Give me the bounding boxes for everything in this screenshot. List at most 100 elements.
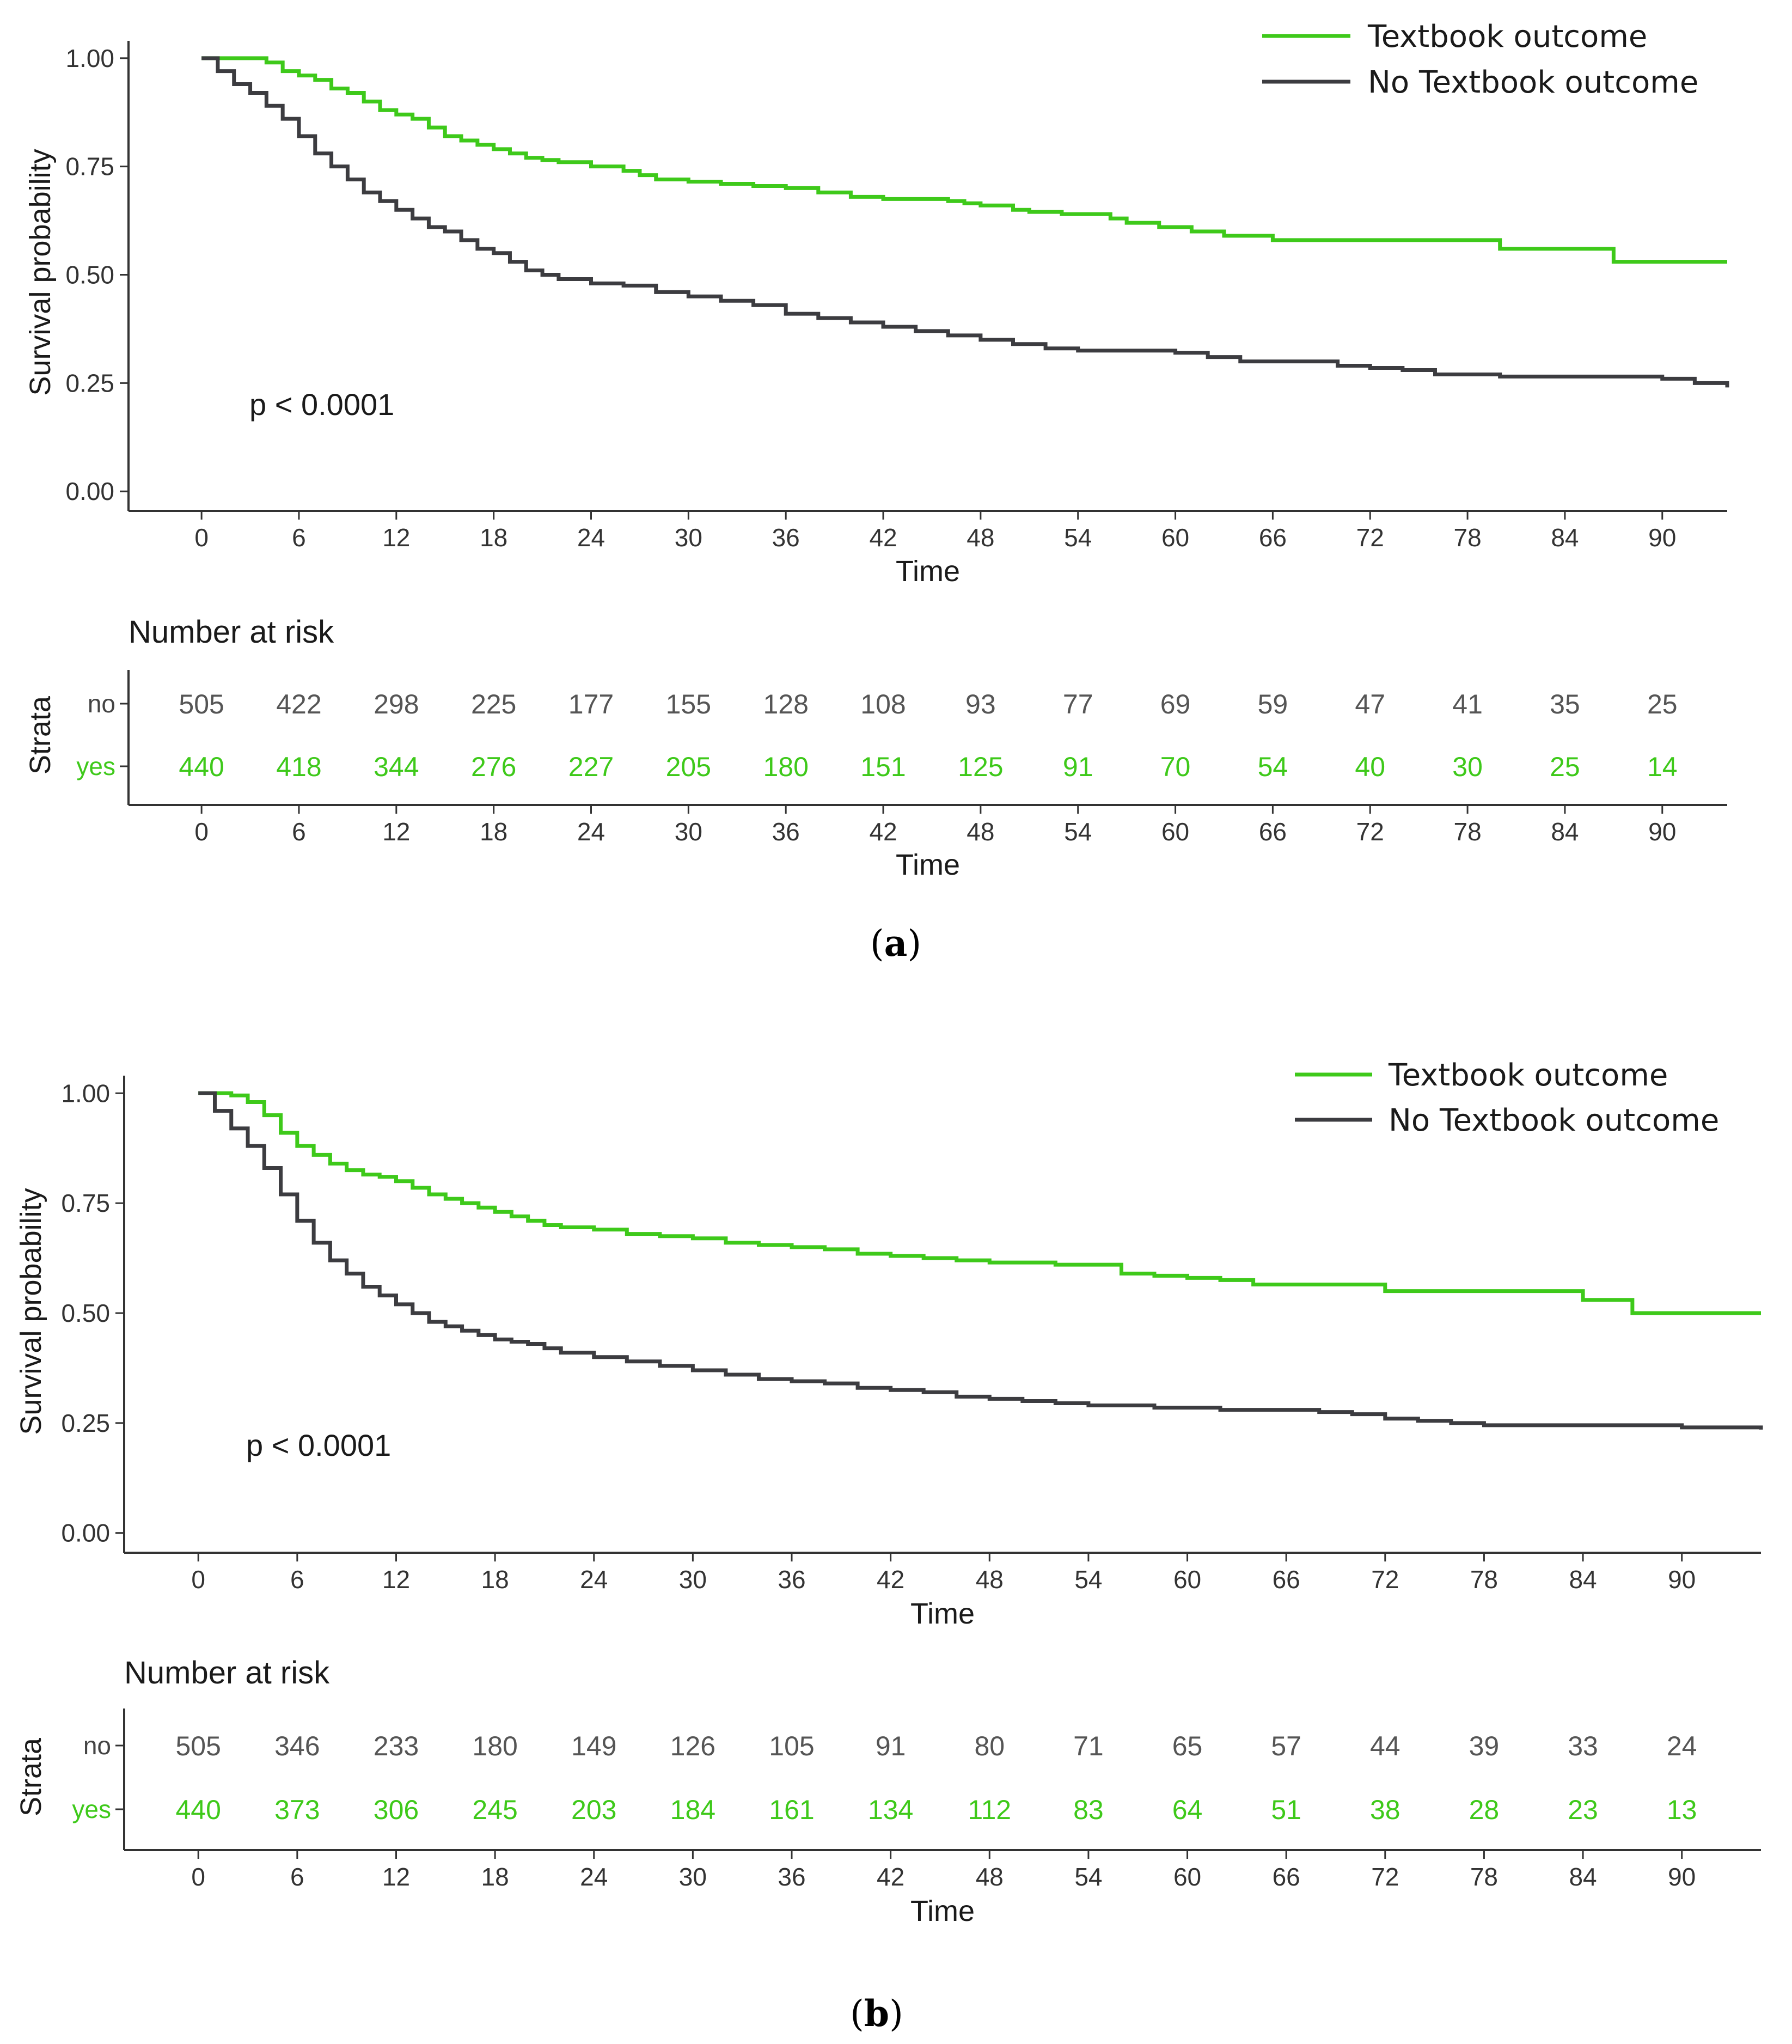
risk-count-yes: 28 bbox=[1469, 1795, 1500, 1825]
legend-label-no-textbook: No Textbook outcome bbox=[1389, 1103, 1719, 1138]
risk-x-tick-label: 60 bbox=[1161, 817, 1189, 846]
risk-count-yes: 276 bbox=[471, 752, 516, 782]
risk-count-no: 505 bbox=[179, 689, 224, 719]
risk-count-yes: 125 bbox=[958, 752, 1003, 782]
risk-count-no: 149 bbox=[571, 1731, 616, 1761]
survival-curves bbox=[201, 56, 1729, 388]
risk-x-tick-label: 12 bbox=[382, 817, 410, 846]
risk-x-tick-label: 18 bbox=[481, 1863, 509, 1891]
x-tick-label: 54 bbox=[1064, 523, 1092, 552]
y-axis-title: Survival probability bbox=[15, 1188, 47, 1435]
risk-x-tick-label: 72 bbox=[1371, 1863, 1399, 1891]
risk-count-no: 25 bbox=[1647, 689, 1678, 719]
risk-count-no: 77 bbox=[1063, 689, 1093, 719]
risk-count-no: 105 bbox=[769, 1731, 814, 1761]
risk-count-no: 225 bbox=[471, 689, 516, 719]
risk-x-tick-label: 42 bbox=[869, 817, 897, 846]
risk-count-no: 505 bbox=[176, 1731, 221, 1761]
risk-count-no: 180 bbox=[472, 1731, 517, 1761]
x-tick-label: 48 bbox=[967, 523, 994, 552]
risk-count-yes: 40 bbox=[1355, 752, 1385, 782]
risk-x-tick-label: 0 bbox=[194, 817, 209, 846]
risk-x-tick-label: 54 bbox=[1064, 817, 1092, 846]
risk-count-no: 108 bbox=[860, 689, 906, 719]
risk-count-yes: 306 bbox=[374, 1795, 419, 1825]
risk-x-tick-label: 30 bbox=[675, 817, 702, 846]
risk-count-yes: 54 bbox=[1258, 752, 1288, 782]
risk-count-no: 71 bbox=[1073, 1731, 1104, 1761]
risk-table-title: Number at risk bbox=[124, 1655, 330, 1691]
risk-numbers: 505 440 422 418 298 344 225 276 177 227 155 205 128 1… bbox=[179, 689, 1677, 782]
risk-count-yes: 38 bbox=[1370, 1795, 1400, 1825]
x-tick-label: 66 bbox=[1273, 1565, 1300, 1594]
risk-numbers: 505 440 346 373 233 306 180 245 149 203 126 184 105 1… bbox=[176, 1731, 1697, 1825]
risk-count-yes: 112 bbox=[968, 1795, 1011, 1825]
risk-x-tick-label: 72 bbox=[1356, 817, 1384, 846]
x-tick-label: 6 bbox=[290, 1565, 304, 1594]
risk-count-no: 422 bbox=[276, 689, 321, 719]
risk-count-yes: 184 bbox=[670, 1795, 715, 1825]
risk-count-yes: 203 bbox=[571, 1795, 616, 1825]
y-axis-ticks: 0.00 0.25 0.50 0.75 1.00 bbox=[61, 1079, 124, 1547]
risk-count-yes: 134 bbox=[868, 1795, 913, 1825]
x-tick-label: 24 bbox=[577, 523, 605, 552]
x-tick-label: 78 bbox=[1454, 523, 1482, 552]
risk-count-yes: 83 bbox=[1073, 1795, 1104, 1825]
risk-count-yes: 418 bbox=[276, 752, 321, 782]
risk-count-yes: 161 bbox=[769, 1795, 814, 1825]
x-axis-title: Time bbox=[910, 1597, 975, 1630]
x-tick-label: 24 bbox=[580, 1565, 608, 1594]
y-tick-label: 0.00 bbox=[65, 477, 114, 505]
x-tick-label: 12 bbox=[382, 1565, 410, 1594]
risk-count-yes: 23 bbox=[1568, 1795, 1598, 1825]
risk-count-yes: 51 bbox=[1271, 1795, 1301, 1825]
x-tick-label: 42 bbox=[877, 1565, 904, 1594]
risk-count-no: 177 bbox=[568, 689, 614, 719]
risk-table-ylabel: Strata bbox=[15, 1737, 47, 1816]
x-tick-label: 36 bbox=[772, 523, 800, 552]
legend: Textbook outcome No Textbook outcome bbox=[1295, 1058, 1719, 1138]
risk-x-tick-label: 24 bbox=[577, 817, 605, 846]
risk-count-yes: 245 bbox=[472, 1795, 517, 1825]
risk-count-no: 59 bbox=[1258, 689, 1288, 719]
x-axis-title: Time bbox=[896, 555, 960, 588]
y-tick-label: 0.75 bbox=[65, 152, 114, 181]
risk-x-tick-label: 90 bbox=[1648, 817, 1676, 846]
x-tick-label: 78 bbox=[1470, 1565, 1498, 1594]
y-tick-label: 0.50 bbox=[61, 1299, 110, 1327]
x-tick-label: 66 bbox=[1259, 523, 1287, 552]
y-tick-label: 0.25 bbox=[61, 1409, 110, 1437]
risk-x-axis-ticks: 0 6 12 18 24 30 36 42 48 54 60 66 72 78 84 90 bbox=[191, 1850, 1696, 1891]
survival-curve-no-textbook bbox=[198, 1091, 1763, 1430]
risk-count-yes: 344 bbox=[374, 752, 419, 782]
risk-x-tick-label: 66 bbox=[1273, 1863, 1300, 1891]
risk-x-tick-label: 48 bbox=[976, 1863, 1004, 1891]
survival-curves bbox=[198, 1091, 1763, 1430]
x-tick-label: 60 bbox=[1161, 523, 1189, 552]
survival-curve-textbook bbox=[198, 1091, 1761, 1315]
risk-count-no: 57 bbox=[1271, 1731, 1301, 1761]
strata-label-no: no bbox=[88, 690, 115, 718]
risk-x-tick-label: 60 bbox=[1173, 1863, 1201, 1891]
risk-count-yes: 14 bbox=[1647, 752, 1678, 782]
risk-table-title: Number at risk bbox=[129, 614, 334, 650]
x-tick-label: 42 bbox=[869, 523, 897, 552]
risk-count-yes: 64 bbox=[1172, 1795, 1203, 1825]
y-axis-ticks: 0.00 0.25 0.50 0.75 1.00 bbox=[65, 44, 129, 505]
x-tick-label: 30 bbox=[675, 523, 702, 552]
risk-x-tick-label: 36 bbox=[772, 817, 800, 846]
risk-x-tick-label: 30 bbox=[679, 1863, 707, 1891]
x-tick-label: 90 bbox=[1668, 1565, 1696, 1594]
x-tick-label: 6 bbox=[292, 523, 306, 552]
risk-x-tick-label: 84 bbox=[1551, 817, 1579, 846]
risk-count-yes: 205 bbox=[666, 752, 711, 782]
x-tick-label: 36 bbox=[778, 1565, 805, 1594]
risk-table: Number at risk Strata no yes 50544042241… bbox=[24, 614, 1727, 881]
risk-count-no: 47 bbox=[1355, 689, 1385, 719]
risk-count-no: 80 bbox=[974, 1731, 1005, 1761]
risk-x-axis-ticks: 0 6 12 18 24 30 36 42 48 54 60 66 72 78 84 90 bbox=[194, 805, 1676, 846]
risk-count-no: 155 bbox=[666, 689, 711, 719]
risk-x-tick-label: 66 bbox=[1259, 817, 1287, 846]
x-axis-ticks: 0 6 12 18 24 30 36 42 48 54 60 66 72 78 84 90 bbox=[194, 511, 1676, 552]
